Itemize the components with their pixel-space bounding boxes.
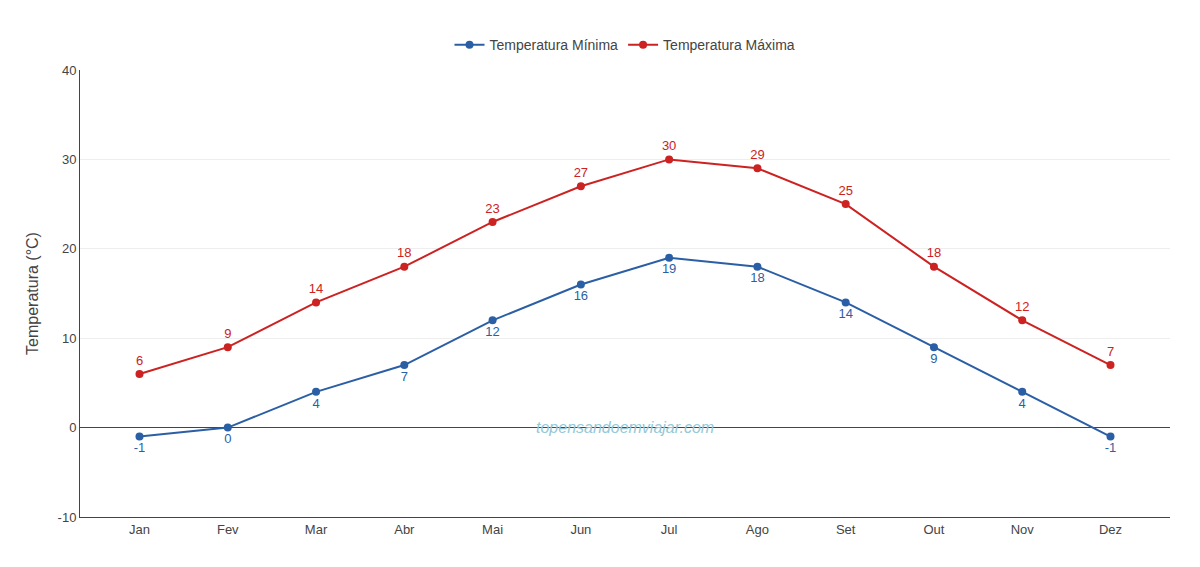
svg-text:9: 9 (224, 326, 231, 341)
svg-text:27: 27 (574, 165, 588, 180)
svg-text:Nov: Nov (1011, 522, 1035, 537)
svg-text:14: 14 (838, 306, 852, 321)
svg-text:Temperatura Mínima: Temperatura Mínima (490, 37, 619, 53)
svg-text:-10: -10 (58, 510, 77, 525)
svg-text:4: 4 (312, 396, 319, 411)
svg-text:30: 30 (662, 138, 676, 153)
svg-text:Abr: Abr (394, 522, 415, 537)
svg-text:23: 23 (485, 201, 499, 216)
svg-text:Temperatura Máxima: Temperatura Máxima (663, 37, 795, 53)
svg-text:20: 20 (62, 241, 76, 256)
svg-text:0: 0 (69, 420, 76, 435)
svg-text:18: 18 (927, 245, 941, 260)
svg-text:18: 18 (750, 270, 764, 285)
svg-text:19: 19 (662, 261, 676, 276)
svg-text:6: 6 (136, 353, 143, 368)
svg-text:Jul: Jul (661, 522, 678, 537)
svg-text:Dez: Dez (1099, 522, 1122, 537)
svg-text:topensandoemviajar.com: topensandoemviajar.com (536, 419, 714, 436)
svg-text:30: 30 (62, 152, 76, 167)
svg-text:29: 29 (750, 147, 764, 162)
svg-text:12: 12 (1015, 299, 1029, 314)
svg-text:7: 7 (1107, 344, 1114, 359)
svg-text:4: 4 (1019, 396, 1026, 411)
svg-text:Ago: Ago (746, 522, 769, 537)
svg-text:Out: Out (923, 522, 944, 537)
svg-text:16: 16 (574, 288, 588, 303)
svg-text:18: 18 (397, 245, 411, 260)
svg-text:Mar: Mar (305, 522, 328, 537)
svg-text:0: 0 (224, 431, 231, 446)
svg-text:-1: -1 (1105, 440, 1117, 455)
svg-text:14: 14 (309, 281, 323, 296)
svg-text:10: 10 (62, 331, 76, 346)
svg-text:Jan: Jan (129, 522, 150, 537)
svg-text:25: 25 (838, 183, 852, 198)
svg-text:Fev: Fev (217, 522, 239, 537)
svg-text:40: 40 (62, 63, 76, 78)
svg-text:Set: Set (836, 522, 856, 537)
svg-text:Mai: Mai (482, 522, 503, 537)
svg-text:12: 12 (485, 324, 499, 339)
svg-text:9: 9 (930, 351, 937, 366)
svg-text:-1: -1 (134, 440, 146, 455)
svg-text:7: 7 (401, 369, 408, 384)
svg-text:Temperatura (°C): Temperatura (°C) (24, 232, 41, 355)
svg-text:Jun: Jun (570, 522, 591, 537)
